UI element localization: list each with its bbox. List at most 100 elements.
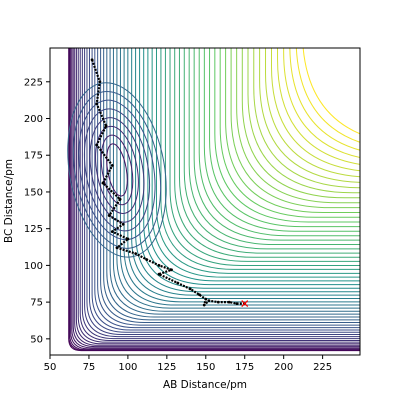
x-axis-ticks: 50 75 100 125 150 175 200 225 bbox=[44, 355, 332, 373]
contour-line bbox=[68, 48, 360, 351]
trajectory-line bbox=[91, 59, 245, 307]
contour-line bbox=[253, 48, 360, 189]
contour-line bbox=[198, 48, 360, 237]
x-axis-label: AB Distance/pm bbox=[163, 379, 247, 391]
trajectory-point bbox=[110, 230, 114, 234]
x-tick-label: 225 bbox=[313, 362, 332, 373]
trajectory-point bbox=[126, 237, 130, 241]
contour-line bbox=[79, 48, 360, 341]
trajectory-point bbox=[90, 58, 94, 62]
trajectory-point bbox=[170, 268, 173, 272]
contour-line bbox=[95, 125, 139, 214]
trajectory-point bbox=[188, 287, 192, 291]
trajectory-point bbox=[115, 246, 119, 250]
x-tick-label: 50 bbox=[44, 362, 57, 373]
contour-line bbox=[109, 48, 360, 315]
contour-line bbox=[160, 48, 360, 270]
x-tick-label: 200 bbox=[274, 362, 293, 373]
contour-line bbox=[183, 48, 360, 250]
trajectory-point bbox=[134, 252, 138, 256]
trajectory-point bbox=[104, 124, 108, 128]
contour-line bbox=[230, 48, 360, 209]
trajectory-point bbox=[110, 164, 114, 167]
contour-line bbox=[91, 48, 360, 331]
contour-line bbox=[151, 48, 360, 278]
contour-line bbox=[89, 117, 145, 223]
trajectory-point bbox=[118, 197, 122, 201]
contour-line bbox=[83, 108, 150, 232]
contour-line bbox=[178, 48, 360, 254]
contour-lines bbox=[67, 48, 360, 352]
contour-line bbox=[116, 48, 360, 309]
contour-line bbox=[86, 48, 360, 336]
contour-line bbox=[103, 48, 360, 321]
x-tick-label: 100 bbox=[118, 362, 137, 373]
x-tick-label: 75 bbox=[83, 362, 96, 373]
contour-line bbox=[247, 48, 360, 194]
y-tick-label: 225 bbox=[24, 77, 43, 88]
y-axis-ticks: 50 75 100 125 150 175 200 225 bbox=[24, 77, 50, 345]
contour-line bbox=[188, 48, 360, 246]
contour-line bbox=[265, 48, 360, 178]
trajectory-point bbox=[145, 258, 148, 261]
contour-line bbox=[193, 48, 360, 241]
contour-line bbox=[123, 48, 360, 303]
trajectory-point bbox=[157, 272, 161, 276]
contour-line bbox=[225, 48, 360, 214]
contour-line bbox=[88, 48, 360, 333]
contour-line bbox=[295, 48, 360, 143]
trajectory-point bbox=[95, 102, 99, 106]
trajectory-point bbox=[121, 222, 125, 226]
trajectory-point bbox=[98, 80, 102, 84]
contour-line bbox=[81, 48, 360, 340]
contour-line bbox=[241, 48, 360, 199]
trajectory-point bbox=[176, 281, 180, 285]
contour-line bbox=[289, 48, 360, 151]
contour-line bbox=[236, 48, 360, 204]
contour-line bbox=[106, 143, 128, 197]
x-tick-label: 125 bbox=[157, 362, 176, 373]
trajectory-point bbox=[107, 214, 111, 217]
x-tick-label: 150 bbox=[196, 362, 215, 373]
y-tick-label: 150 bbox=[24, 187, 43, 198]
contour-line bbox=[106, 48, 360, 318]
trajectory-point bbox=[227, 300, 231, 304]
contour-line bbox=[69, 48, 360, 351]
contour-line bbox=[155, 48, 360, 274]
y-tick-label: 75 bbox=[30, 298, 43, 309]
plot-frame bbox=[49, 47, 361, 356]
contour-line bbox=[97, 48, 360, 326]
contour-line bbox=[77, 48, 360, 343]
contour-line bbox=[100, 48, 360, 324]
contour-line bbox=[70, 48, 360, 350]
contour-line bbox=[84, 48, 360, 338]
contour-line bbox=[67, 82, 167, 258]
contour-line bbox=[270, 48, 360, 172]
contour-line bbox=[203, 48, 360, 232]
endpoint-marker-stroke bbox=[241, 300, 249, 308]
contour-line bbox=[219, 48, 360, 218]
y-tick-label: 50 bbox=[30, 334, 43, 345]
contour-line bbox=[143, 48, 360, 286]
trajectory-point bbox=[101, 181, 105, 185]
trajectory-point bbox=[95, 143, 99, 147]
contour-line bbox=[131, 48, 360, 296]
trajectory-point bbox=[235, 302, 239, 305]
y-axis-label: BC Distance/pm bbox=[3, 159, 15, 243]
contour-line bbox=[209, 48, 360, 228]
contour-line bbox=[112, 48, 360, 312]
trajectory-path bbox=[90, 58, 247, 307]
trajectory-point bbox=[207, 299, 211, 303]
contour-line bbox=[71, 48, 360, 349]
contour-line bbox=[277, 48, 360, 165]
trajectory-point bbox=[198, 293, 201, 297]
trajectory-point bbox=[216, 300, 220, 304]
contour-line bbox=[169, 48, 360, 262]
contour-line bbox=[214, 48, 360, 223]
y-tick-label: 125 bbox=[24, 224, 43, 235]
endpoint-marker bbox=[241, 300, 249, 308]
x-tick-label: 175 bbox=[235, 362, 254, 373]
contour-line bbox=[94, 48, 360, 329]
contour-line bbox=[302, 48, 360, 135]
